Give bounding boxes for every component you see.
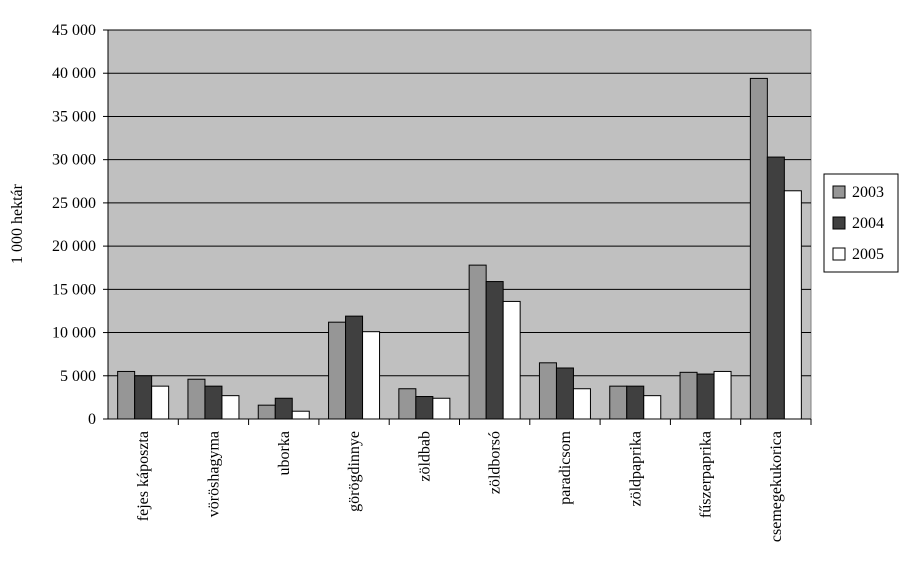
bar-2005-3 <box>362 331 381 420</box>
y-tick-label: 30 000 <box>52 152 96 169</box>
category-label: uborka <box>276 431 293 475</box>
legend-swatch-2005 <box>832 247 846 261</box>
bar-2003-3 <box>328 321 347 420</box>
category-label: fejes káposzta <box>135 431 152 521</box>
bar-2004-7 <box>626 385 645 420</box>
category-label: zöldborsó <box>487 431 504 494</box>
category-label: görögdinnye <box>346 431 363 512</box>
bar-2003-0 <box>117 370 136 420</box>
y-tick-label: 35 000 <box>52 108 96 125</box>
bar-2004-8 <box>696 373 715 420</box>
y-axis-title: 1 000 hektár <box>9 183 26 264</box>
bar-2003-9 <box>749 77 768 420</box>
bar-2004-3 <box>345 315 364 420</box>
bar-2003-6 <box>538 362 557 420</box>
bar-2004-1 <box>204 385 223 420</box>
legend-label-2003: 2003 <box>852 184 884 201</box>
y-tick-label: 25 000 <box>52 195 96 212</box>
x-axis-categories: fejes káposzta vöröshagyma uborka görögdinn… <box>135 419 812 542</box>
y-tick-label: 5 000 <box>60 368 96 385</box>
bar-2005-0 <box>151 385 170 420</box>
legend-swatch-2003 <box>832 185 846 199</box>
bar-2003-4 <box>398 388 417 420</box>
plot-area <box>107 29 812 420</box>
category-label: fűszerpaprika <box>698 431 715 518</box>
legend-swatch-2004 <box>832 216 846 230</box>
y-tick-label: 45 000 <box>52 22 96 39</box>
bar-2004-0 <box>134 375 153 420</box>
y-tick-label: 10 000 <box>52 325 96 342</box>
category-label: csemegekukorica <box>768 431 785 542</box>
bar-2004-9 <box>766 156 785 420</box>
category-label: paradicsom <box>557 430 574 504</box>
bar-2004-5 <box>485 281 504 420</box>
bar-2003-2 <box>257 404 276 420</box>
y-axis-ticks: 0 5 000 10 000 15 000 20 000 25 000 30 000 35 0… <box>52 22 108 428</box>
y-tick-label: 20 000 <box>52 238 96 255</box>
bar-2005-8 <box>713 370 732 420</box>
category-label: zöldbab <box>416 431 433 482</box>
bar-2004-2 <box>274 397 293 420</box>
bar-2005-7 <box>643 395 662 420</box>
category-label: vöröshagyma <box>205 431 222 517</box>
bar-2004-6 <box>555 367 574 420</box>
y-tick-label: 0 <box>88 411 96 428</box>
category-label: zöldpaprika <box>627 431 644 507</box>
bar-2003-5 <box>468 264 487 420</box>
bar-2003-1 <box>187 378 206 420</box>
bar-2005-6 <box>572 388 591 420</box>
bar-2003-8 <box>679 371 698 420</box>
legend: 2003 2004 2005 <box>823 173 899 273</box>
bar-2005-1 <box>221 395 240 420</box>
gridlines <box>108 29 811 377</box>
bar-2004-4 <box>415 396 434 420</box>
bar-2005-4 <box>432 397 451 420</box>
bar-2005-2 <box>291 410 310 420</box>
y-tick-label: 15 000 <box>52 281 96 298</box>
bar-2003-7 <box>609 385 628 420</box>
bar-2005-9 <box>783 190 802 420</box>
legend-label-2005: 2005 <box>852 246 884 263</box>
bars-group <box>117 77 802 420</box>
bar-2005-5 <box>502 300 521 420</box>
y-tick-label: 40 000 <box>52 65 96 82</box>
legend-label-2004: 2004 <box>852 215 884 232</box>
